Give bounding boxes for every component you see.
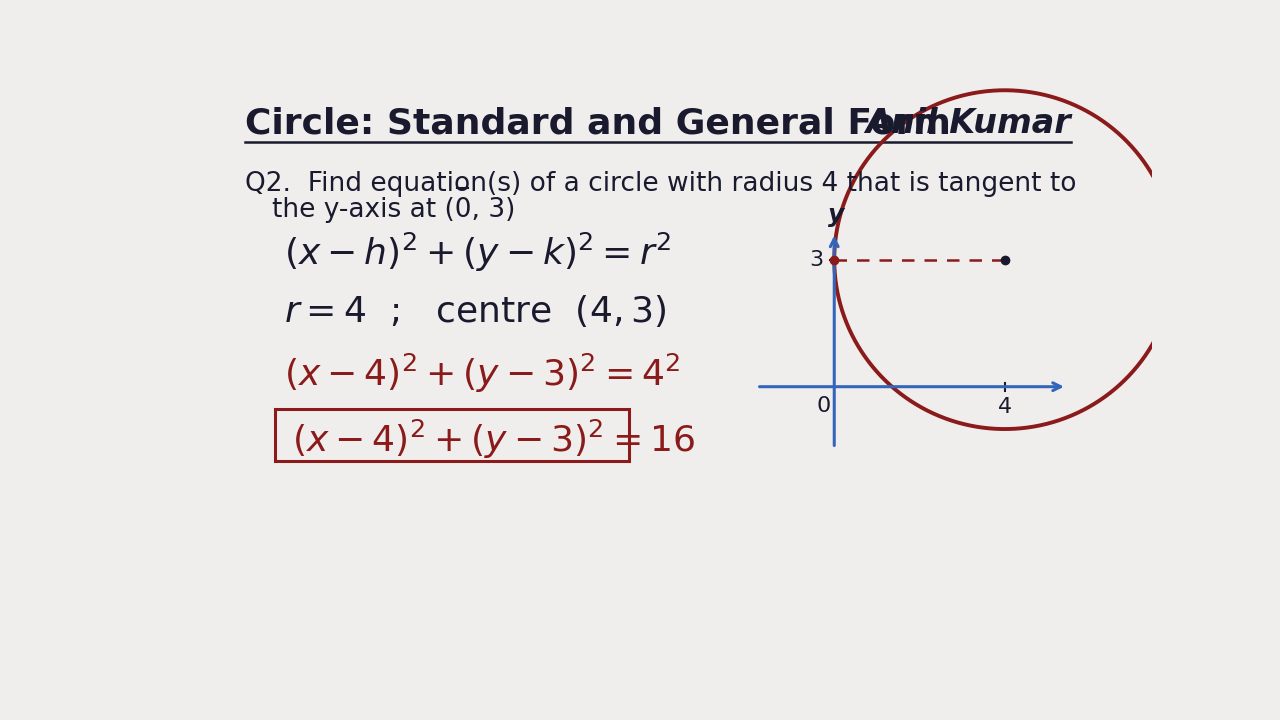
Text: Circle: Standard and General Form: Circle: Standard and General Form [246, 107, 951, 140]
Text: $(x-4)^2 + (y-3)^2 = 16$: $(x-4)^2 + (y-3)^2 = 16$ [292, 418, 695, 461]
Text: the y-axis at (0, 3): the y-axis at (0, 3) [273, 197, 516, 222]
Text: 4: 4 [997, 397, 1011, 418]
FancyBboxPatch shape [275, 409, 628, 462]
Text: $r = 4$  ;   centre  $(4, 3)$: $r = 4$ ; centre $(4, 3)$ [284, 293, 667, 329]
Text: 0: 0 [817, 396, 831, 416]
Text: 3: 3 [809, 250, 823, 270]
Text: Anil Kumar: Anil Kumar [865, 107, 1070, 140]
Text: $(x-4)^2 + (y-3)^2 = 4^2$: $(x-4)^2 + (y-3)^2 = 4^2$ [284, 352, 680, 395]
Text: y: y [828, 202, 844, 227]
Text: Q2.  Find equation(s) of a circle with radius 4 that is tangent to: Q2. Find equation(s) of a circle with ra… [246, 171, 1076, 197]
Text: $(x-h)^2 + (y-k)^2 = r^2$: $(x-h)^2 + (y-k)^2 = r^2$ [284, 231, 671, 274]
